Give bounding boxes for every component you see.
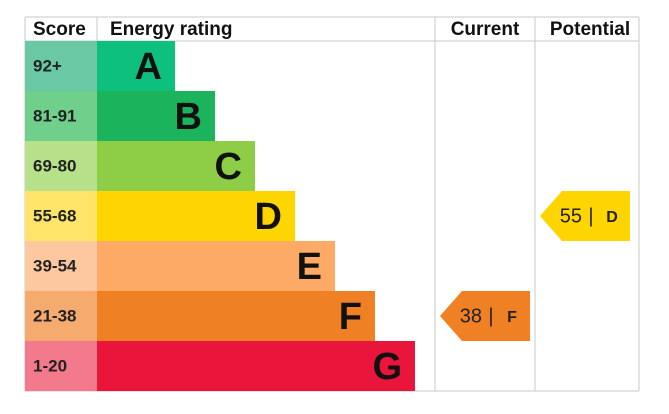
rating-bar [97, 41, 175, 91]
rating-letter: E [297, 246, 322, 288]
rating-letter-small: F [507, 309, 517, 326]
score-label: 55-68 [33, 206, 76, 225]
rating-value: 38 [460, 305, 482, 327]
header-potential: Potential [550, 19, 630, 40]
rating-letter: C [215, 146, 242, 188]
rating-letter: B [175, 96, 202, 138]
score-label: 21-38 [33, 306, 76, 325]
rating-letter: A [135, 46, 162, 88]
rating-separator: | [588, 205, 593, 227]
score-label: 39-54 [33, 256, 77, 275]
rating-letter-small: D [606, 209, 618, 226]
rating-bar [97, 91, 215, 141]
score-cell [25, 91, 97, 141]
rating-separator: | [488, 305, 493, 327]
score-cell [25, 291, 97, 341]
score-label: 92+ [33, 56, 62, 75]
score-label: 69-80 [33, 156, 76, 175]
rating-letter: F [339, 296, 362, 338]
header-score: Score [33, 19, 86, 40]
rating-arrow [440, 291, 530, 341]
header-rating: Energy rating [110, 19, 232, 40]
rating-value: 55 [560, 205, 582, 227]
rating-bar [97, 191, 295, 241]
score-label: 81-91 [33, 106, 76, 125]
rating-letter: D [255, 196, 282, 238]
score-cell [25, 241, 97, 291]
rating-bar [97, 241, 335, 291]
score-cell [25, 41, 97, 91]
rating-bar [97, 341, 415, 391]
score-cell [25, 341, 97, 391]
rating-bar [97, 291, 375, 341]
rating-arrow [540, 191, 630, 241]
header-current: Current [451, 19, 520, 40]
rating-bar [97, 141, 255, 191]
score-cell [25, 141, 97, 191]
score-cell [25, 191, 97, 241]
rating-letter: G [372, 346, 402, 388]
score-label: 1-20 [33, 356, 67, 375]
